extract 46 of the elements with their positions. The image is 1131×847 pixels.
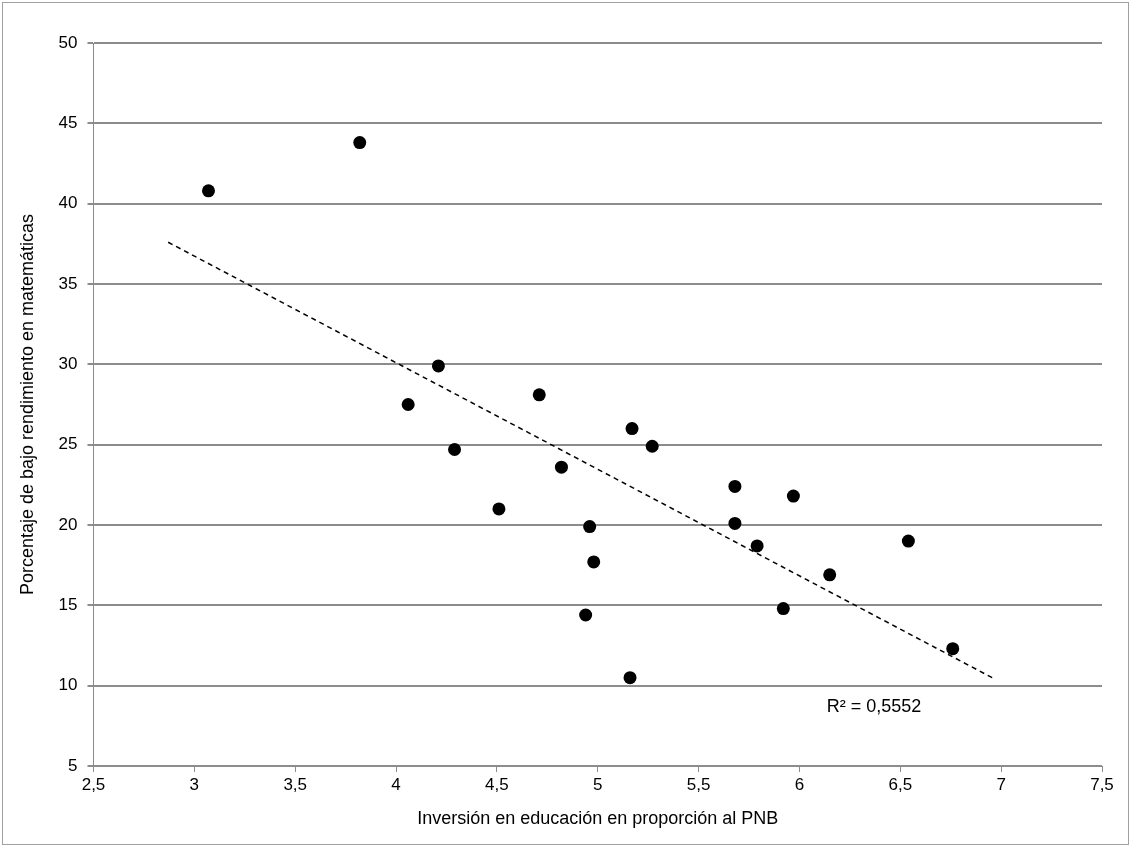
y-tick-label: 15 [58, 595, 78, 615]
point [448, 442, 462, 456]
y-tick-label: 40 [58, 193, 78, 213]
point [623, 671, 637, 685]
y-tick-label: 35 [58, 273, 78, 293]
point [353, 136, 367, 150]
point [728, 516, 742, 530]
point [532, 388, 546, 402]
point [492, 502, 506, 516]
point [645, 439, 659, 453]
x-tick-label: 5 [593, 774, 603, 794]
y-tick-label: 50 [58, 32, 78, 52]
point [579, 608, 593, 622]
x-tick-label: 7,5 [1090, 774, 1114, 794]
point [776, 602, 790, 616]
point [625, 422, 639, 436]
y-axis-title: Porcentaje de bajo rendimiento en matemáticas [16, 213, 37, 596]
y-tick-label: 5 [68, 755, 78, 775]
x-tick-label: 5,5 [686, 774, 711, 794]
x-tick-label: 3,5 [283, 774, 308, 794]
x-tick-label: 2,5 [81, 774, 106, 794]
y-tick-label: 30 [58, 354, 78, 374]
point [587, 555, 601, 569]
x-tick-label: 6 [794, 774, 805, 794]
point [823, 568, 837, 582]
x-tick-label: 7 [996, 774, 1006, 794]
y-tick-label: 25 [58, 434, 78, 454]
x-tick-label: 3 [189, 774, 200, 794]
point [431, 359, 445, 373]
point [554, 460, 568, 474]
y-tick-label: 45 [58, 113, 78, 133]
point [401, 398, 415, 411]
x-tick-label: 6,5 [888, 774, 913, 794]
annotation: R² = 0,5552 [826, 696, 922, 717]
point [201, 184, 215, 198]
point [901, 534, 915, 548]
x-tick-label: 4,5 [485, 774, 509, 794]
point [728, 479, 742, 493]
y-tick-label: 20 [58, 514, 78, 534]
point [750, 539, 764, 553]
point [946, 642, 960, 656]
x-axis-title: Inversión en educación en proporción al PNB [417, 808, 779, 829]
x-tick-label: 4 [391, 774, 401, 794]
point [583, 520, 597, 534]
point [786, 489, 800, 503]
y-tick-label: 10 [58, 675, 78, 695]
